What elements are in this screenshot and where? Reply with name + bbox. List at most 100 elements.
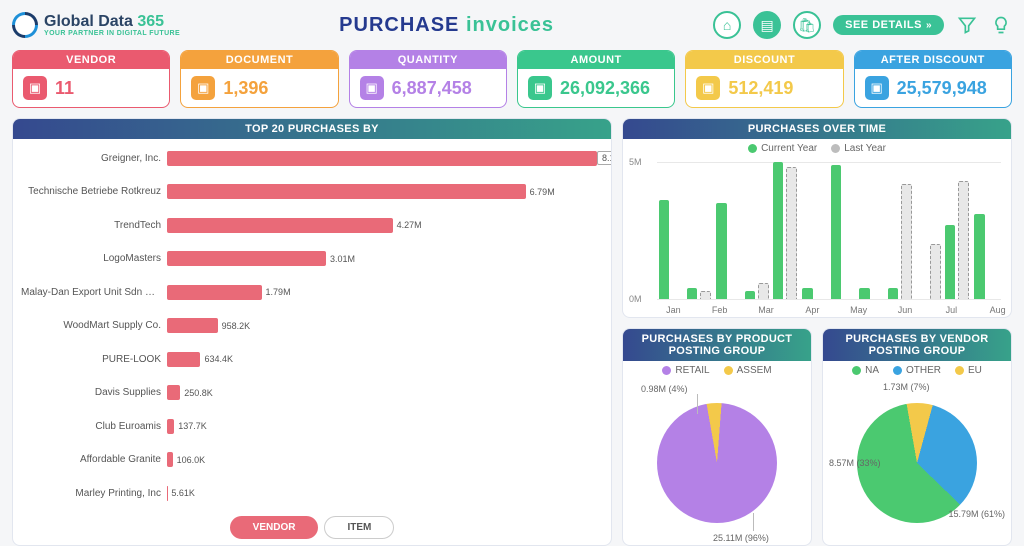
logo-mark-icon <box>12 12 38 38</box>
pie-product-chart: 0.98M (4%) 25.11M (96%) <box>623 380 811 545</box>
kpi-card[interactable]: DOCUMENT ▣ 1,396 <box>180 50 338 108</box>
bar-current[interactable] <box>831 165 842 299</box>
kpi-icon: ▣ <box>191 76 215 100</box>
kpi-icon: ▣ <box>23 76 47 100</box>
top20-value: 250.8K <box>180 385 213 400</box>
top20-row[interactable]: Greigner, Inc. 8.14M <box>21 147 597 169</box>
bar-last[interactable] <box>958 181 969 299</box>
document-icon[interactable]: ▤ <box>753 11 781 39</box>
kpi-value: 26,092,366 <box>560 78 650 99</box>
bar-last[interactable] <box>930 244 941 299</box>
top20-bar <box>167 218 393 233</box>
home-icon[interactable]: ⌂ <box>713 11 741 39</box>
kpi-label: AFTER DISCOUNT <box>855 51 1011 69</box>
top20-value: 106.0K <box>173 452 206 467</box>
top20-value: 1.79M <box>262 285 291 300</box>
see-details-button[interactable]: SEE DETAILS » <box>833 15 944 35</box>
top20-name: PURE-LOOK <box>21 354 161 365</box>
bar-current[interactable] <box>659 200 670 299</box>
top20-row[interactable]: Affordable Granite 106.0K <box>21 449 597 471</box>
bar-current[interactable] <box>888 288 898 299</box>
kpi-value: 11 <box>55 78 74 99</box>
brand-tagline: YOUR PARTNER IN DIGITAL FUTURE <box>44 30 180 37</box>
bar-current[interactable] <box>745 291 755 299</box>
pie-product-card: PURCHASES BY PRODUCT POSTING GROUP RETAI… <box>622 328 812 546</box>
toggle-vendor[interactable]: VENDOR <box>230 516 319 539</box>
top20-value: 4.27M <box>393 218 422 233</box>
toggle-item[interactable]: ITEM <box>324 516 394 539</box>
bar-current[interactable] <box>945 225 955 299</box>
bar-last[interactable] <box>901 184 912 299</box>
x-axis-label: Mar <box>752 305 779 315</box>
kpi-card[interactable]: AFTER DISCOUNT ▣ 25,579,948 <box>854 50 1012 108</box>
kpi-value: 1,396 <box>223 78 268 99</box>
top20-name: Technische Betriebe Rotkreuz <box>21 186 161 197</box>
brand-suffix: 365 <box>137 13 164 30</box>
top20-name: Greigner, Inc. <box>21 153 161 164</box>
top20-value: 5.61K <box>167 486 195 501</box>
kpi-cards: VENDOR ▣ 11 DOCUMENT ▣ 1,396 QUANTITY ▣ … <box>12 50 1012 108</box>
top20-row[interactable]: Marley Printing, Inc 5.61K <box>21 482 597 504</box>
top20-row[interactable]: Club Euroamis 137.7K <box>21 415 597 437</box>
filter-icon[interactable] <box>956 14 978 36</box>
kpi-icon: ▣ <box>528 76 552 100</box>
bar-last[interactable] <box>786 167 797 299</box>
top20-bar <box>167 285 262 300</box>
bag-icon[interactable]: 🛍 <box>793 11 821 39</box>
top20-bar <box>167 184 526 199</box>
top20-row[interactable]: WoodMart Supply Co. 958.2K <box>21 315 597 337</box>
kpi-label: VENDOR <box>13 51 169 69</box>
bar-last[interactable] <box>758 283 769 299</box>
top20-row[interactable]: Malay-Dan Export Unit Sdn Bhd 1.79M <box>21 281 597 303</box>
kpi-value: 512,419 <box>728 78 793 99</box>
top20-row[interactable]: PURE-LOOK 634.4K <box>21 348 597 370</box>
top20-row[interactable]: Davis Supplies 250.8K <box>21 382 597 404</box>
top20-value: 634.4K <box>200 352 233 367</box>
page-title: PURCHASE invoices <box>192 14 701 37</box>
overtime-legend: Current Year Last Year <box>623 139 1011 158</box>
overtime-chart: 5M0M <box>623 158 1011 317</box>
top20-name: Malay-Dan Export Unit Sdn Bhd <box>21 287 161 298</box>
kpi-value: 6,887,458 <box>392 78 472 99</box>
bar-last[interactable] <box>700 291 711 299</box>
bar-current[interactable] <box>974 214 985 299</box>
bar-current[interactable] <box>687 288 697 299</box>
top20-name: LogoMasters <box>21 253 161 264</box>
x-axis-label: Jan <box>660 305 687 315</box>
bar-current[interactable] <box>773 162 783 299</box>
top20-value: 958.2K <box>218 318 251 333</box>
top20-toggle: VENDOR ITEM <box>13 510 611 545</box>
x-axis-label: May <box>845 305 872 315</box>
kpi-card[interactable]: QUANTITY ▣ 6,887,458 <box>349 50 507 108</box>
top20-name: Davis Supplies <box>21 387 161 398</box>
logo: Global Data 365 YOUR PARTNER IN DIGITAL … <box>12 12 180 38</box>
card-title: TOP 20 PURCHASES BY <box>13 119 611 139</box>
purchases-over-time-card: PURCHASES OVER TIME Current Year Last Ye… <box>622 118 1012 318</box>
bar-current[interactable] <box>859 288 870 299</box>
kpi-card[interactable]: AMOUNT ▣ 26,092,366 <box>517 50 675 108</box>
kpi-label: DISCOUNT <box>686 51 842 69</box>
kpi-card[interactable]: VENDOR ▣ 11 <box>12 50 170 108</box>
bar-current[interactable] <box>716 203 727 299</box>
kpi-label: AMOUNT <box>518 51 674 69</box>
kpi-card[interactable]: DISCOUNT ▣ 512,419 <box>685 50 843 108</box>
top20-bar <box>167 251 326 266</box>
bar-current[interactable] <box>802 288 813 299</box>
pie-vendor-legend: NAOTHEREU <box>823 361 1011 380</box>
top20-row[interactable]: LogoMasters 3.01M <box>21 248 597 270</box>
top20-bar <box>167 385 180 400</box>
kpi-value: 25,579,948 <box>897 78 987 99</box>
top20-row[interactable]: Technische Betriebe Rotkreuz 6.79M <box>21 181 597 203</box>
kpi-label: QUANTITY <box>350 51 506 69</box>
card-title: PURCHASES OVER TIME <box>623 119 1011 139</box>
top20-bar <box>167 419 174 434</box>
top20-name: Marley Printing, Inc <box>21 488 161 499</box>
top20-bar <box>167 318 218 333</box>
kpi-label: DOCUMENT <box>181 51 337 69</box>
idea-icon[interactable] <box>990 14 1012 36</box>
top20-row[interactable]: TrendTech 4.27M <box>21 214 597 236</box>
brand-name: Global Data <box>44 13 133 30</box>
topbar: Global Data 365 YOUR PARTNER IN DIGITAL … <box>12 8 1012 42</box>
top20-bar <box>167 151 597 166</box>
pie-product-legend: RETAILASSEM <box>623 361 811 380</box>
